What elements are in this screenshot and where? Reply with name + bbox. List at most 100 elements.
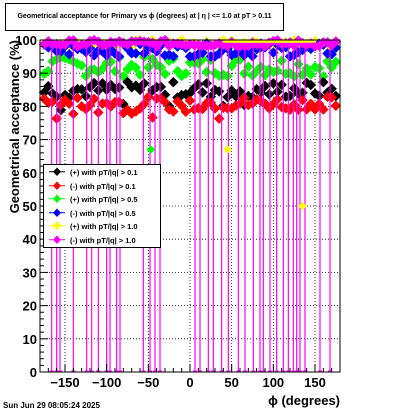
data-point [47, 96, 58, 107]
data-point [167, 76, 179, 88]
data-point [159, 68, 171, 80]
legend-label: (+) with pT/|q| > 0.1 [70, 168, 138, 177]
x-tick-label: −150 [50, 375, 79, 390]
data-point [105, 56, 117, 68]
data-point [180, 68, 192, 79]
outlier-point [146, 145, 156, 154]
data-point [76, 83, 88, 95]
y-tick-label: 70 [23, 133, 37, 148]
data-point [147, 112, 158, 123]
data-point [292, 104, 304, 116]
data-point [234, 86, 246, 97]
data-point [155, 81, 167, 93]
data-point [142, 91, 154, 103]
y-tick-label: 40 [23, 232, 37, 247]
legend-item: (-) with pT/|q| > 1.0 [44, 233, 160, 247]
x-tick-label: 0 [186, 375, 193, 390]
x-tick-label: −50 [137, 375, 159, 390]
data-point [201, 77, 213, 89]
data-point [276, 55, 288, 67]
timestamp: Sun Jun 29 08:05:24 2025 [3, 401, 100, 410]
legend-item: (+) with pT/|q| > 1.0 [44, 219, 160, 233]
data-point [180, 106, 192, 118]
legend-label: (-) with pT/|q| > 1.0 [70, 235, 136, 245]
x-tick-label: −100 [92, 375, 121, 390]
data-point [80, 90, 92, 102]
data-point [167, 51, 179, 62]
data-point [272, 94, 283, 105]
x-tick-label: 50 [224, 375, 238, 390]
data-point [184, 95, 196, 107]
data-point [201, 66, 213, 78]
data-point [272, 65, 283, 76]
legend-item: (-) with pT/|q| > 0.1 [44, 179, 160, 193]
axis-ticks: −150 −100 −50 0 50 100 150 0 10 20 30 40 50 60 70 80 90 1… [15, 33, 341, 390]
legend-item: (-) with pT/|q| > 0.5 [44, 206, 160, 220]
data-point [292, 58, 304, 70]
data-point [97, 78, 108, 89]
y-tick-label: 60 [23, 166, 37, 181]
data-point [326, 48, 338, 60]
y-tick-label: 100 [15, 33, 37, 48]
chart-title-box: Geometrical acceptance for Primary vs ϕ … [5, 3, 284, 31]
y-tick-label: 10 [23, 332, 37, 347]
data-point [326, 92, 338, 103]
legend-label: (-) with pT/|q| > 0.5 [70, 208, 136, 218]
y-tick-label: 20 [23, 299, 37, 314]
data-point [209, 103, 221, 114]
legend-marker [49, 208, 65, 217]
legend-item: (+) with pT/|q| > 0.1 [44, 165, 160, 179]
x-axis-label: ϕ (degrees) [268, 393, 340, 408]
data-point [138, 48, 150, 59]
x-tick-label: 100 [262, 375, 284, 390]
data-point [263, 88, 275, 100]
data-point [222, 70, 233, 82]
data-point [155, 61, 167, 73]
data-point [167, 106, 179, 117]
legend-label: (+) with pT/|q| > 1.0 [70, 222, 138, 231]
legend-marker [49, 181, 65, 190]
data-point [213, 113, 225, 124]
data-point [142, 62, 154, 73]
legend-label: (+) with pT/|q| > 0.5 [70, 195, 138, 204]
data-point [138, 98, 150, 110]
legend-item: (+) with pT/|q| > 0.5 [44, 192, 160, 206]
data-point [247, 50, 258, 62]
data-point [330, 100, 342, 112]
chart-legend: (+) with pT/|q| > 0.1 (-) with pT/|q| > 0… [43, 164, 161, 248]
outlier-point [223, 145, 232, 154]
y-tick-label: 80 [23, 99, 37, 114]
data-point [130, 48, 142, 59]
y-tick-label: 30 [23, 265, 37, 280]
data-point [305, 68, 317, 80]
legend-label: (-) with pT/|q| > 0.1 [70, 181, 136, 191]
data-point [76, 60, 88, 71]
legend-marker [49, 221, 65, 230]
data-point [313, 62, 325, 74]
chart-title: Geometrical acceptance for Primary vs ϕ … [17, 13, 272, 20]
legend-marker [49, 194, 65, 203]
chart-data-points [38, 34, 342, 372]
legend-marker [49, 167, 65, 176]
data-point [109, 65, 121, 77]
data-point [222, 91, 233, 103]
data-point [72, 92, 83, 104]
data-point [238, 92, 250, 104]
data-point [305, 79, 317, 91]
data-point [259, 80, 271, 92]
data-point [276, 79, 288, 91]
data-point [63, 98, 75, 110]
legend-marker [49, 235, 65, 244]
data-point [138, 78, 150, 89]
y-tick-label: 0 [30, 365, 37, 380]
y-axis-label: Geometrical acceptance (%) [7, 40, 22, 213]
data-point [238, 68, 250, 79]
data-point [130, 62, 142, 74]
data-point [63, 48, 75, 60]
data-point [330, 56, 342, 68]
y-tick-label: 50 [23, 199, 37, 214]
y-tick-label: 90 [23, 66, 37, 81]
data-point [159, 96, 171, 108]
x-tick-label: 150 [304, 375, 326, 390]
